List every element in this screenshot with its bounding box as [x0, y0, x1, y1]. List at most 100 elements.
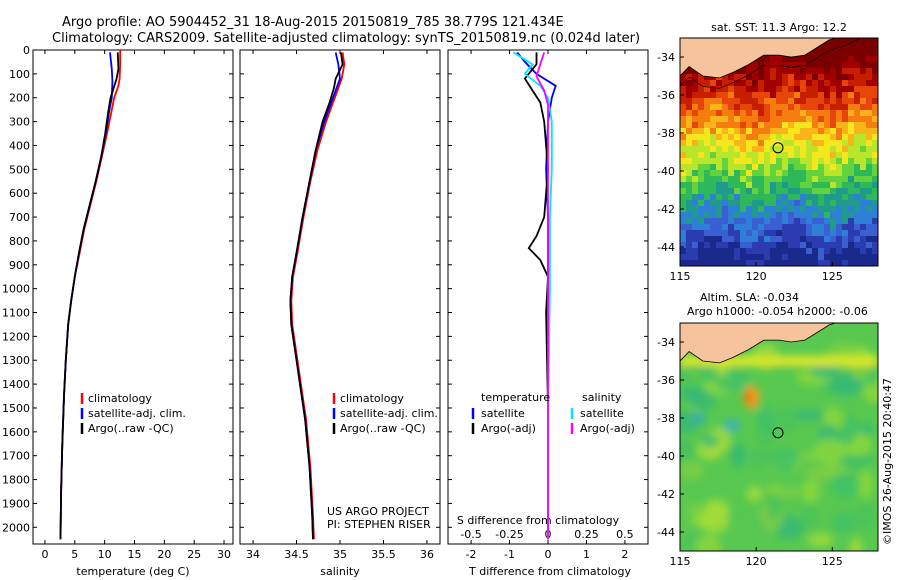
- sst-cell: [854, 182, 861, 189]
- x2-tick-label: -0.5: [460, 528, 481, 541]
- sst-cell: [740, 104, 747, 111]
- sst-cell: [704, 140, 711, 147]
- sst-cell: [770, 212, 777, 219]
- sst-cell: [812, 68, 819, 75]
- sst-cell: [758, 62, 765, 69]
- sst-cell: [836, 170, 843, 177]
- sst-cell: [692, 248, 699, 255]
- sst-cell: [848, 104, 855, 111]
- sst-cell: [824, 224, 831, 231]
- sst-cell: [776, 254, 783, 261]
- sst-cell: [728, 194, 735, 201]
- sst-cell: [770, 110, 777, 117]
- sst-cell: [782, 158, 789, 165]
- sst-cell: [866, 62, 873, 69]
- sst-cell: [836, 92, 843, 99]
- sst-cell: [842, 38, 849, 45]
- sst-cell: [680, 224, 687, 231]
- sst-cell: [860, 74, 867, 81]
- sst-cell: [734, 200, 741, 207]
- sst-cell: [866, 206, 873, 213]
- sst-cell: [752, 80, 759, 87]
- sst-cell: [734, 68, 741, 75]
- sst-cell: [830, 242, 837, 249]
- sst-cell: [818, 146, 825, 153]
- sst-cell: [716, 110, 723, 117]
- sst-cell: [764, 206, 771, 213]
- sst-cell: [758, 86, 765, 93]
- sst-cell: [698, 86, 705, 93]
- sst-cell: [812, 242, 819, 249]
- sst-cell: [830, 182, 837, 189]
- sst-cell: [830, 194, 837, 201]
- sst-cell: [734, 218, 741, 225]
- sst-cell: [866, 98, 873, 105]
- sst-cell: [746, 200, 753, 207]
- sst-cell: [782, 80, 789, 87]
- sst-cell: [722, 230, 729, 237]
- sst-cell: [758, 152, 765, 159]
- sst-cell: [872, 182, 878, 189]
- sst-cell: [710, 212, 717, 219]
- sst-cell: [806, 62, 813, 69]
- sst-cell: [716, 164, 723, 171]
- x-tick-label: -2: [466, 548, 477, 561]
- sst-cell: [800, 146, 807, 153]
- sst-cell: [728, 188, 735, 195]
- sst-cell: [692, 254, 699, 261]
- sst-cell: [710, 236, 717, 243]
- sst-cell: [830, 248, 837, 255]
- sst-cell: [704, 260, 711, 266]
- map-x-tick-label: 115: [670, 270, 691, 283]
- sst-cell: [728, 98, 735, 105]
- sst-cell: [770, 206, 777, 213]
- sst-cell: [800, 134, 807, 141]
- sst-cell: [740, 128, 747, 135]
- sst-cell: [746, 242, 753, 249]
- sst-cell: [818, 254, 825, 261]
- legend-group-title: temperature: [481, 391, 550, 404]
- sst-cell: [746, 104, 753, 111]
- sst-cell: [752, 110, 759, 117]
- sst-cell: [866, 44, 873, 51]
- sst-cell: [782, 236, 789, 243]
- sst-cell: [776, 230, 783, 237]
- sst-cell: [866, 140, 873, 147]
- sst-cell: [722, 218, 729, 225]
- sst-cell: [794, 194, 801, 201]
- sst-cell: [758, 140, 765, 147]
- sst-cell: [824, 44, 831, 51]
- temperature-profile-panel: 0 5 10 15 20 25 300100200300400500600700800900…: [2, 44, 234, 578]
- sst-cell: [872, 230, 878, 237]
- sst-cell: [836, 158, 843, 165]
- sst-cell: [812, 50, 819, 57]
- sst-cell: [704, 170, 711, 177]
- sst-cell: [764, 236, 771, 243]
- x-axis-label: T difference from climatology: [468, 565, 631, 578]
- sst-cell: [704, 248, 711, 255]
- sst-cell: [776, 56, 783, 63]
- sst-cell: [824, 218, 831, 225]
- sst-cell: [854, 242, 861, 249]
- sst-cell: [806, 152, 813, 159]
- sst-cell: [728, 212, 735, 219]
- sst-cell: [788, 92, 795, 99]
- sst-cell: [758, 242, 765, 249]
- sst-cell: [746, 152, 753, 159]
- sst-cell: [842, 50, 849, 57]
- sst-cell: [770, 188, 777, 195]
- sst-cell: [824, 152, 831, 159]
- sst-cell: [758, 134, 765, 141]
- sst-cell: [842, 158, 849, 165]
- sst-cell: [836, 230, 843, 237]
- sst-cell: [824, 62, 831, 69]
- sst-cell: [836, 86, 843, 93]
- sst-cell: [734, 188, 741, 195]
- sst-cell: [794, 182, 801, 189]
- sst-cell: [818, 194, 825, 201]
- sst-cell: [824, 98, 831, 105]
- sst-cell: [854, 152, 861, 159]
- sst-cell: [764, 188, 771, 195]
- sst-cell: [866, 38, 873, 45]
